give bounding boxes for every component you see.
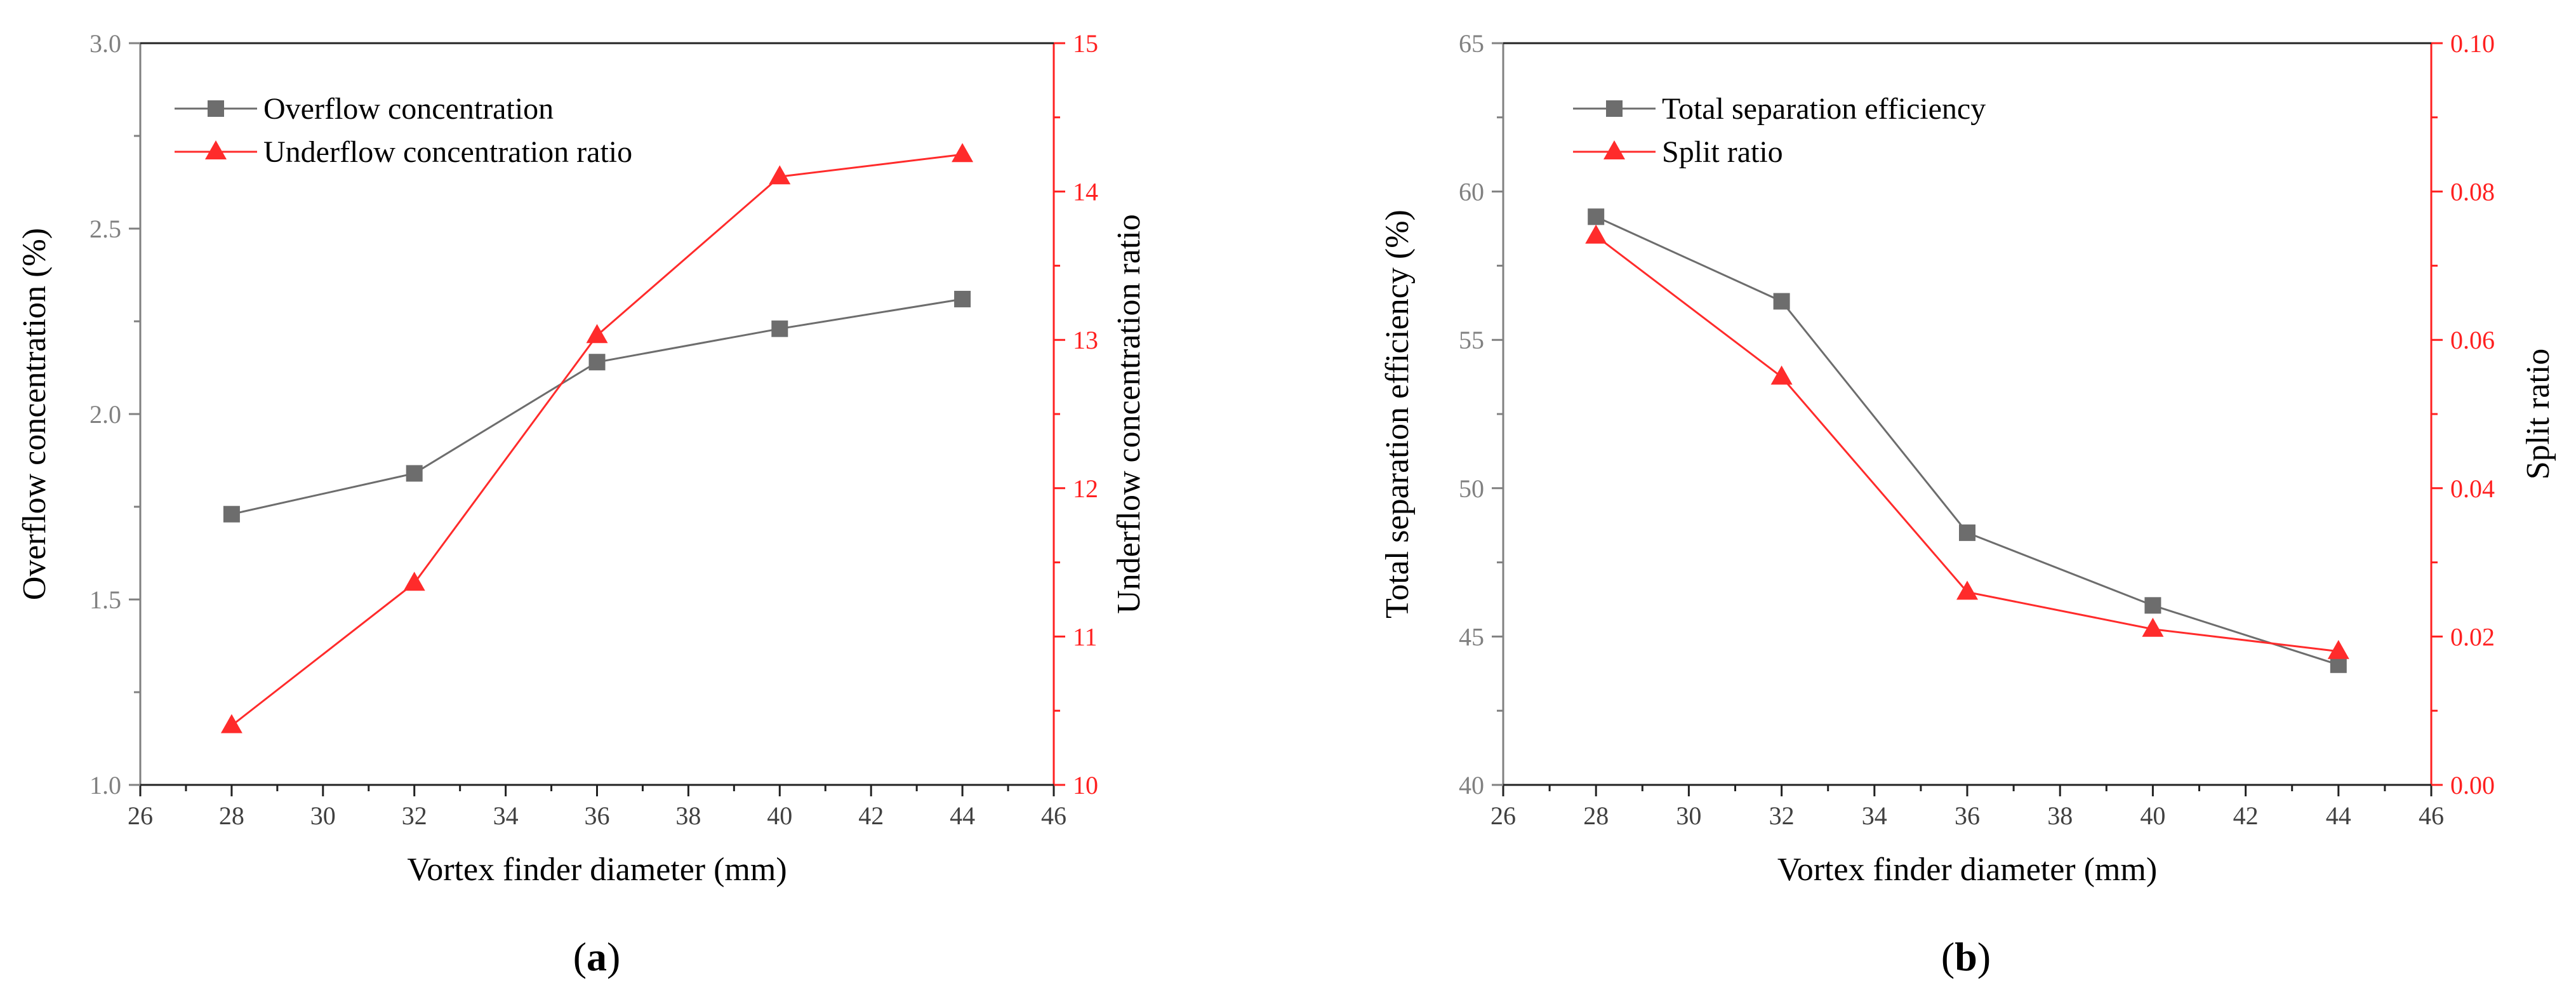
data-point — [769, 165, 791, 185]
data-point — [223, 505, 240, 523]
left-y-tick-label: 2.5 — [90, 215, 121, 243]
x-tick-label: 32 — [402, 801, 427, 830]
right-y-tick-label: 0.02 — [2450, 622, 2495, 651]
legend-label: Underflow concentration ratio — [263, 135, 632, 169]
x-tick-label: 38 — [675, 801, 701, 830]
x-tick-label: 44 — [2326, 801, 2351, 830]
data-point — [954, 290, 971, 307]
data-point — [403, 572, 425, 591]
x-tick-label: 46 — [2419, 801, 2444, 830]
x-tick-label: 36 — [585, 801, 610, 830]
left-y-tick-label: 50 — [1459, 474, 1484, 503]
right-y-tick-label: 0.08 — [2450, 178, 2495, 206]
right-y-tick-label: 0.04 — [2450, 474, 2495, 503]
x-tick-label: 34 — [493, 801, 519, 830]
right-y-tick-label: 10 — [1073, 771, 1098, 800]
x-tick-label: 28 — [1583, 801, 1609, 830]
left-axis-title: Overflow concentration (%) — [17, 228, 53, 600]
data-point — [2330, 656, 2347, 673]
left-y-tick-label: 40 — [1459, 771, 1484, 800]
data-point — [1588, 208, 1605, 225]
data-point — [2327, 639, 2349, 659]
left-axis-title: Total separation efficiency (%) — [1379, 210, 1416, 619]
legend-label: Split ratio — [1662, 135, 1783, 169]
x-tick-label: 28 — [219, 801, 244, 830]
x-tick-label: 42 — [858, 801, 884, 830]
right-y-tick-label: 11 — [1073, 622, 1098, 651]
data-point — [220, 714, 242, 733]
panel-label: (b) — [1941, 934, 1991, 979]
data-point — [586, 324, 608, 344]
panel-letter: b — [1955, 934, 1977, 979]
x-tick-label: 26 — [128, 801, 153, 830]
left-y-tick-label: 45 — [1459, 622, 1484, 651]
left-y-tick-label: 2.0 — [90, 400, 121, 429]
x-tick-label: 42 — [2233, 801, 2259, 830]
data-point — [406, 465, 423, 482]
right-y-tick-label: 0.06 — [2450, 326, 2495, 354]
left-y-tick-label: 60 — [1459, 178, 1484, 206]
left-y-tick-label: 65 — [1459, 29, 1484, 58]
legend-marker — [205, 140, 227, 159]
legend-marker — [1606, 100, 1623, 117]
panel-b: 26 28 30 32 34 36 38 40 42 44 46 40 45 50 55 60 65 0.00 0.… — [1379, 29, 2556, 979]
data-point — [2144, 597, 2161, 614]
right-y-tick-label: 12 — [1073, 474, 1098, 503]
x-tick-label: 44 — [950, 801, 975, 830]
right-axis-title: Underflow concentration ratio — [1111, 214, 1147, 614]
right-y-tick-label: 0.10 — [2450, 29, 2495, 58]
x-tick-label: 38 — [2047, 801, 2073, 830]
x-axis-title: Vortex finder diameter (mm) — [407, 852, 787, 888]
x-tick-label: 30 — [1676, 801, 1701, 830]
data-point — [1773, 293, 1790, 310]
x-axis-title: Vortex finder diameter (mm) — [1777, 852, 2157, 888]
left-y-tick-label: 55 — [1459, 326, 1484, 354]
legend-label: Overflow concentration — [263, 92, 554, 126]
legend-marker — [208, 100, 224, 117]
left-y-tick-label: 1.5 — [90, 585, 121, 614]
left-y-tick-label: 1.0 — [90, 771, 121, 800]
x-tick-label: 46 — [1041, 801, 1066, 830]
x-tick-label: 36 — [1955, 801, 1980, 830]
right-y-tick-label: 15 — [1073, 29, 1098, 58]
right-y-tick-label: 13 — [1073, 326, 1098, 354]
data-point — [1956, 580, 1978, 600]
data-point — [1770, 365, 1793, 385]
data-point — [771, 320, 788, 337]
data-point — [952, 143, 974, 163]
right-y-tick-label: 0.00 — [2450, 771, 2495, 800]
data-point — [1585, 224, 1607, 244]
panel-a: 26 28 30 32 34 36 38 40 42 44 46 1.0 1.5 2.0 2.5 3.0 10 1… — [17, 29, 1147, 979]
x-tick-label: 32 — [1769, 801, 1795, 830]
legend-marker — [1603, 140, 1625, 159]
x-tick-label: 30 — [310, 801, 336, 830]
legend-label: Total separation efficiency — [1662, 92, 1986, 126]
data-point — [1959, 524, 1975, 541]
left-y-tick-label: 3.0 — [90, 29, 121, 58]
x-tick-label: 34 — [1862, 801, 1887, 830]
x-tick-label: 40 — [767, 801, 792, 830]
panel-label: (a) — [573, 934, 621, 979]
x-tick-label: 26 — [1490, 801, 1516, 830]
x-tick-label: 40 — [2140, 801, 2165, 830]
right-axis-title: Split ratio — [2520, 349, 2556, 480]
panel-letter: a — [587, 934, 607, 979]
data-point — [2142, 617, 2164, 637]
data-point — [588, 354, 606, 371]
series-line-red — [230, 153, 963, 726]
right-y-tick-label: 14 — [1073, 178, 1098, 206]
